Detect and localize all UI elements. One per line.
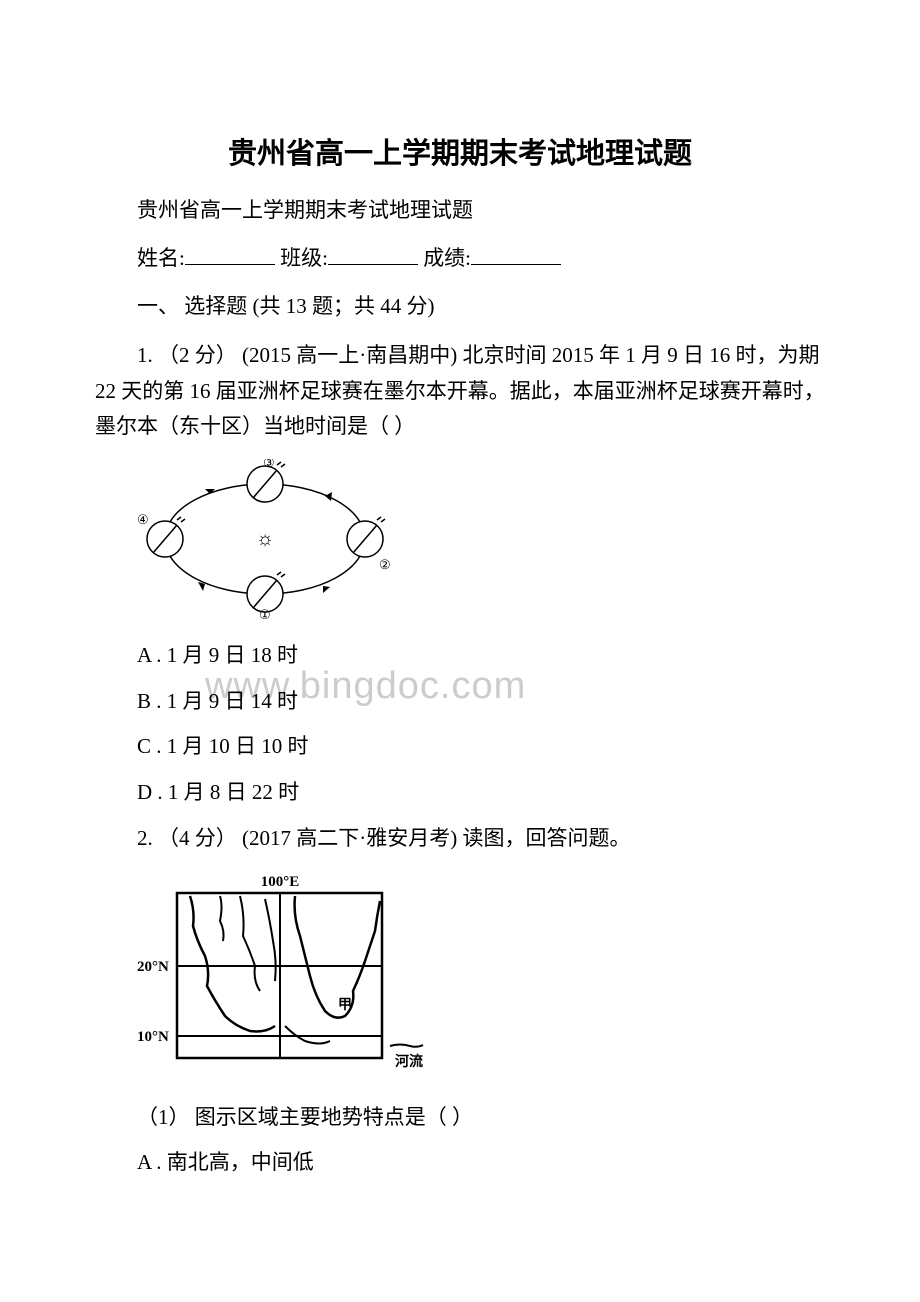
document-title: 贵州省高一上学期期末考试地理试题 <box>95 130 825 172</box>
map-20n-label: 20°N <box>137 959 169 975</box>
arrow-2 <box>323 586 330 593</box>
map-river-label: 河流 <box>395 1053 423 1070</box>
q1-option-a: A . 1 月 9 日 18 时 <box>95 638 825 674</box>
document-subtitle: 贵州省高一上学期期末考试地理试题 <box>95 194 825 224</box>
earth-position-bottom: ① <box>247 572 285 619</box>
river-1 <box>240 896 260 991</box>
name-blank <box>185 244 275 265</box>
svg-text:①: ① <box>259 607 271 619</box>
map-longitude-label: 100°E <box>261 874 300 890</box>
q2-text: 2. （4 分） (2017 高二下·雅安月考) 读图，回答问题。 <box>95 821 825 857</box>
river-2 <box>265 899 276 981</box>
map-10n-label: 10°N <box>137 1029 169 1045</box>
coastline-1 <box>190 896 275 1031</box>
map-jia-label: 甲 <box>338 997 352 1013</box>
q1-text: 1. （2 分） (2015 高一上·南昌期中) 北京时间 2015 年 1 月… <box>95 338 825 445</box>
q2-sub1-text: （1） 图示区域主要地势特点是（ ） <box>95 1100 825 1136</box>
coastline-4 <box>285 1026 330 1044</box>
document-content: 贵州省高一上学期期末考试地理试题 贵州省高一上学期期末考试地理试题 姓名: 班级… <box>95 130 825 1181</box>
sun-symbol: ☼ <box>256 528 274 550</box>
earth-position-left: ④ <box>137 512 185 557</box>
form-line: 姓名: 班级: 成绩: <box>95 242 825 272</box>
svg-text:③: ③ <box>263 459 275 470</box>
class-label: 班级: <box>280 246 328 270</box>
score-blank <box>471 244 561 265</box>
map-diagram: 100°E 20°N 10°N 甲 河流 <box>135 871 430 1081</box>
earth-position-top: ③ <box>247 459 285 502</box>
name-label: 姓名: <box>137 246 185 270</box>
class-blank <box>328 244 418 265</box>
svg-text:④: ④ <box>137 512 149 527</box>
legend-river-line <box>390 1044 423 1046</box>
score-label: 成绩: <box>423 246 471 270</box>
coastline-2 <box>220 896 224 941</box>
q2-map-container: 100°E 20°N 10°N 甲 河流 <box>135 871 825 1086</box>
q1-option-c: C . 1 月 10 日 10 时 <box>95 729 825 765</box>
q1-option-b: B . 1 月 9 日 14 时 <box>95 684 825 720</box>
q1-diagram-container: ☼ ③ ② ① <box>135 459 825 624</box>
section-1-header: 一、 选择题 (共 13 题；共 44 分) <box>95 290 825 320</box>
arrow-3 <box>325 492 332 501</box>
orbit-diagram: ☼ ③ ② ① <box>135 459 395 619</box>
q2-sub1-option-a: A . 南北高，中间低 <box>95 1145 825 1181</box>
svg-text:②: ② <box>379 557 391 572</box>
q1-option-d: D . 1 月 8 日 22 时 <box>95 775 825 811</box>
